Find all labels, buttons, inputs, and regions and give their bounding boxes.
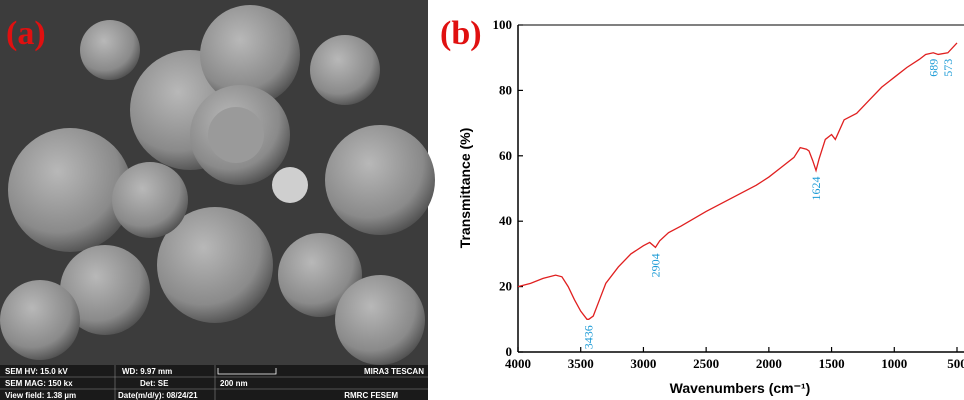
sem-info: SEM MAG: 150 kx (5, 379, 73, 388)
peak-label: 1624 (809, 177, 823, 201)
y-tick-label: 40 (499, 213, 512, 228)
sem-info: Det: SE (140, 379, 169, 388)
x-tick-label: 2500 (693, 356, 719, 371)
sem-info: RMRC FESEM (344, 391, 398, 400)
y-tick-label: 60 (499, 148, 512, 163)
sem-info: MIRA3 TESCAN (364, 367, 424, 376)
y-tick-label: 80 (499, 82, 512, 97)
panel-label: (b) (440, 15, 482, 52)
x-tick-label: 1500 (819, 356, 845, 371)
sem-info: View field: 1.38 µm (5, 391, 76, 400)
y-tick-label: 100 (493, 17, 513, 32)
x-tick-label: 1000 (881, 356, 907, 371)
peak-label: 3436 (582, 325, 596, 349)
sem-info: WD: 9.97 mm (122, 367, 172, 376)
peak-label: 573 (941, 59, 955, 77)
x-axis-title: Wavenumbers (cm⁻¹) (670, 380, 811, 396)
x-tick-label: 500 (947, 356, 964, 371)
figure: (a) SEM HV: 15.0 kV WD: 9.97 mm MIRA3 TE… (0, 0, 964, 400)
peak-label: 2904 (648, 253, 662, 277)
panel-label: (a) (6, 15, 46, 52)
sem-info: Date(m/d/y): 08/24/21 (118, 391, 198, 400)
peak-label: 689 (926, 59, 940, 77)
page: {"panel_a": {"label": "(a)", "info": ["S… (0, 0, 964, 400)
series-line (518, 43, 957, 319)
y-tick-label: 0 (506, 344, 513, 359)
sem-info: SEM HV: 15.0 kV (5, 367, 68, 376)
x-tick-label: 3500 (568, 356, 594, 371)
x-tick-label: 3000 (630, 356, 656, 371)
y-axis-title: Transmittance (%) (457, 128, 473, 249)
x-tick-label: 2000 (756, 356, 782, 371)
y-tick-label: 20 (499, 279, 512, 294)
sem-image (0, 0, 435, 400)
sem-info: 200 nm (220, 379, 248, 388)
